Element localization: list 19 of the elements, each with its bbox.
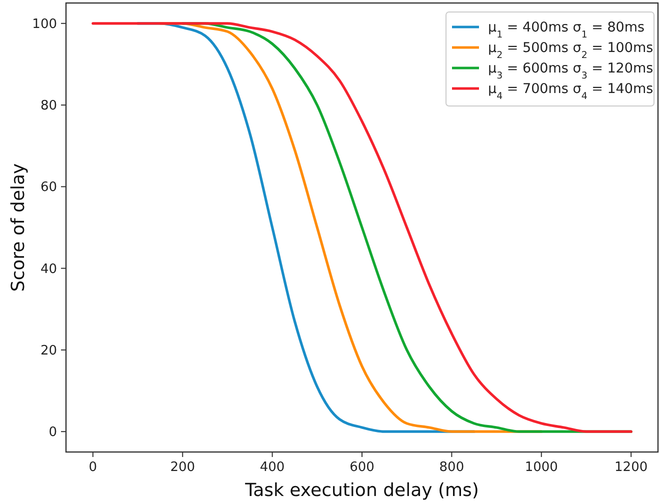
- y-axis-title: Score of delay: [8, 162, 29, 292]
- y-tick-label: 20: [40, 344, 57, 359]
- x-tick-label: 200: [170, 460, 196, 475]
- legend-label: μ$_{1}$ = 400ms σ$_{1}$ = 80ms: [488, 20, 645, 40]
- y-tick-label: 80: [40, 98, 57, 114]
- x-tick-label: 1200: [614, 460, 648, 475]
- x-tick-label: 400: [260, 460, 285, 475]
- x-axis-title: Task execution delay (ms): [244, 480, 479, 501]
- x-tick-label: 800: [439, 460, 464, 475]
- x-tick-label: 0: [88, 460, 98, 475]
- legend-label: μ$_{3}$ = 600ms σ$_{3}$ = 120ms: [488, 60, 654, 82]
- legend-label: μ$_{2}$ = 500ms σ$_{2}$ = 100ms: [488, 40, 654, 61]
- x-tick-label: 1000: [524, 460, 558, 475]
- y-tick-label: 100: [32, 16, 57, 32]
- y-tick-label: 60: [40, 180, 57, 196]
- y-tick-label: 40: [40, 262, 57, 277]
- x-tick-label: 600: [350, 460, 374, 475]
- y-tick-label: 0: [48, 425, 57, 440]
- legend-label: μ$_{4}$ = 700ms σ$_{4}$ = 140ms: [488, 81, 654, 102]
